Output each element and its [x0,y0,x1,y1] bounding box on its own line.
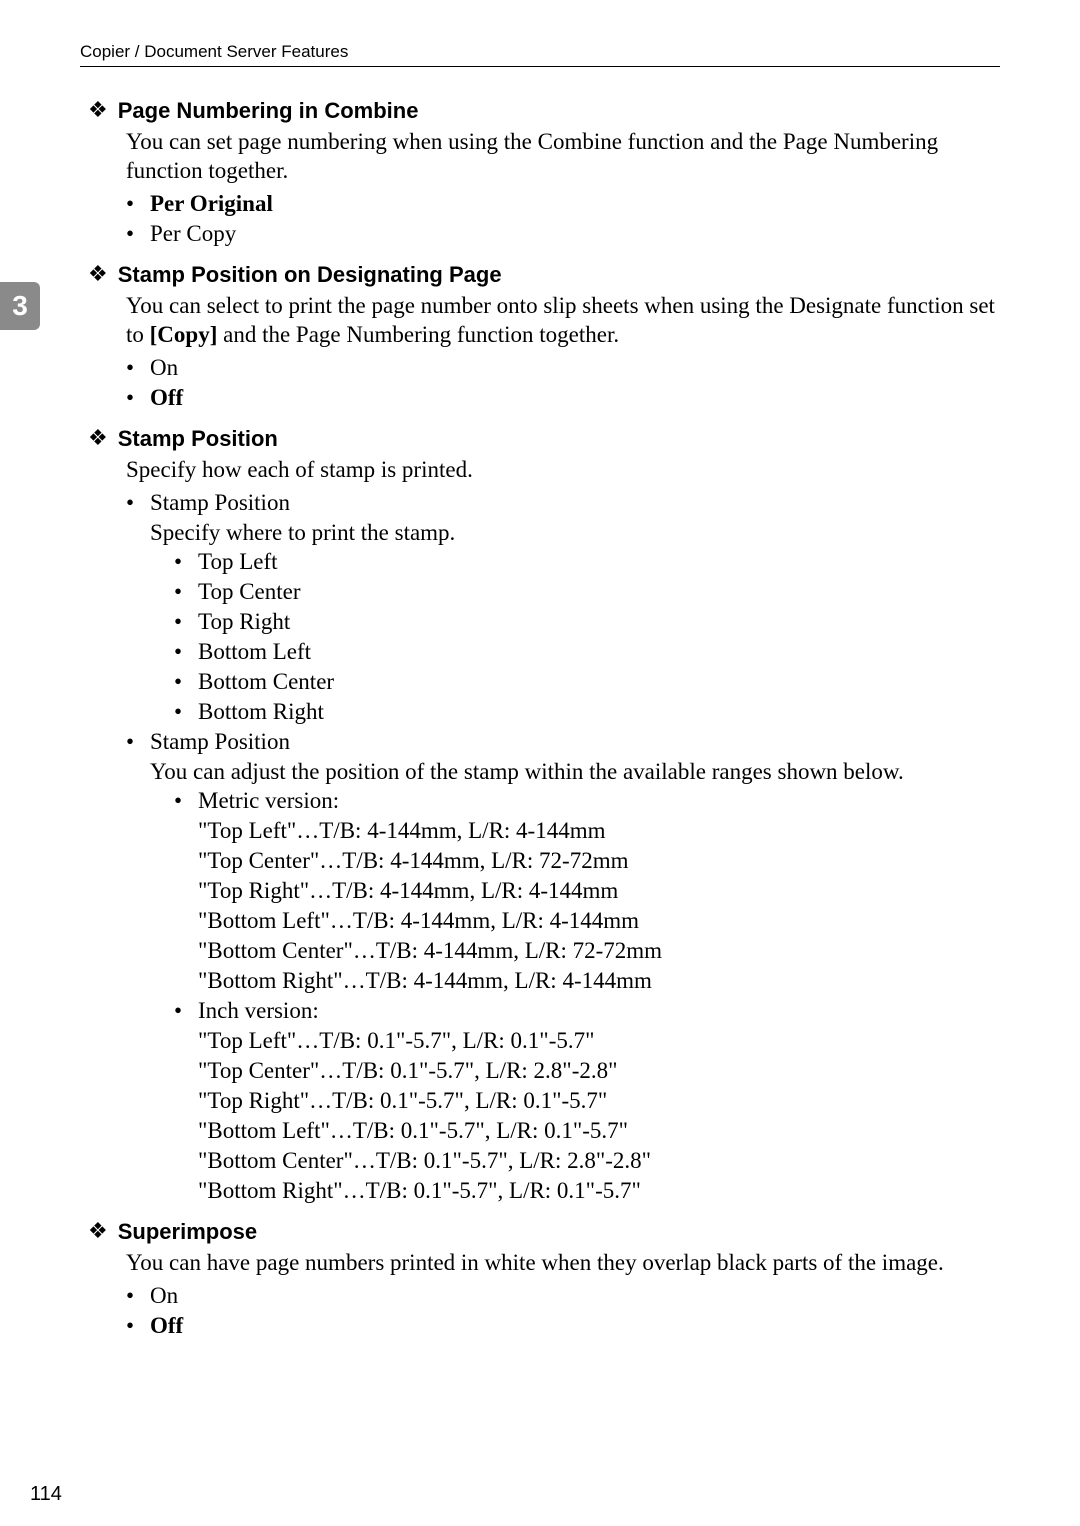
section-title: Stamp Position [118,425,278,453]
sub-body: You can adjust the position of the stamp… [150,757,1000,786]
diamond-icon: ❖ [88,1218,108,1244]
list-item: On [126,1281,1000,1311]
inch-line: "Top Right"…T/B: 0.1"-5.7", L/R: 0.1"-5.… [198,1086,1000,1116]
section-body: You can have page numbers printed in whi… [126,1248,1000,1277]
side-chapter-tab: 3 [0,282,40,330]
diamond-icon: ❖ [88,261,108,287]
section-stamp-position-designating: ❖ Stamp Position on Designating Page You… [80,261,1000,413]
list-item: Bottom Right [174,697,1000,727]
running-header: Copier / Document Server Features [80,42,1000,67]
section-title: Superimpose [118,1218,257,1246]
section-superimpose: ❖ Superimpose You can have page numbers … [80,1218,1000,1341]
diamond-icon: ❖ [88,425,108,451]
inch-line: "Top Left"…T/B: 0.1"-5.7", L/R: 0.1"-5.7… [198,1026,1000,1056]
section-title: Stamp Position on Designating Page [118,261,502,289]
diamond-icon: ❖ [88,97,108,123]
list-item: Per Original [126,189,1000,219]
list-item: Metric version: "Top Left"…T/B: 4-144mm,… [174,786,1000,996]
list-item: Bottom Left [174,637,1000,667]
list-item: Inch version: "Top Left"…T/B: 0.1"-5.7",… [174,996,1000,1206]
list-item: Per Copy [126,219,1000,249]
list-item: On [126,353,1000,383]
list-item: Top Center [174,577,1000,607]
metric-line: "Top Right"…T/B: 4-144mm, L/R: 4-144mm [198,876,1000,906]
section-page-numbering-combine: ❖ Page Numbering in Combine You can set … [80,97,1000,249]
inch-line: "Bottom Left"…T/B: 0.1"-5.7", L/R: 0.1"-… [198,1116,1000,1146]
inch-line: "Top Center"…T/B: 0.1"-5.7", L/R: 2.8"-2… [198,1056,1000,1086]
sub-body: Specify where to print the stamp. [150,518,1000,547]
list-item: Bottom Center [174,667,1000,697]
section-title: Page Numbering in Combine [118,97,419,125]
section-body: You can set page numbering when using th… [126,127,1000,185]
page-number: 114 [30,1483,62,1506]
list-item: Top Left [174,547,1000,577]
list-item: Stamp Position You can adjust the positi… [126,727,1000,1206]
metric-line: "Bottom Left"…T/B: 4-144mm, L/R: 4-144mm [198,906,1000,936]
list-item: Stamp Position Specify where to print th… [126,488,1000,727]
list-item: Top Right [174,607,1000,637]
list-item: Off [126,383,1000,413]
inch-line: "Bottom Right"…T/B: 0.1"-5.7", L/R: 0.1"… [198,1176,1000,1206]
section-stamp-position: ❖ Stamp Position Specify how each of sta… [80,425,1000,1206]
metric-line: "Bottom Center"…T/B: 4-144mm, L/R: 72-72… [198,936,1000,966]
metric-line: "Bottom Right"…T/B: 4-144mm, L/R: 4-144m… [198,966,1000,996]
list-item: Off [126,1311,1000,1341]
metric-line: "Top Left"…T/B: 4-144mm, L/R: 4-144mm [198,816,1000,846]
inch-line: "Bottom Center"…T/B: 0.1"-5.7", L/R: 2.8… [198,1146,1000,1176]
section-body: You can select to print the page number … [126,291,1000,349]
metric-line: "Top Center"…T/B: 4-144mm, L/R: 72-72mm [198,846,1000,876]
section-body: Specify how each of stamp is printed. [126,455,1000,484]
